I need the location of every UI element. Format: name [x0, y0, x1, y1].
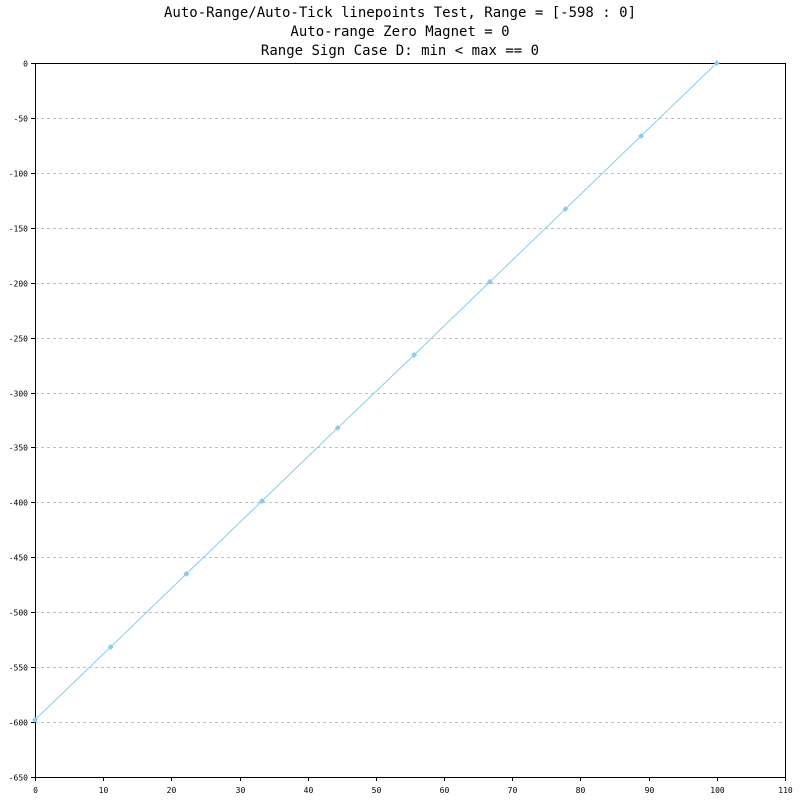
y-tick-label: -100: [9, 170, 28, 179]
x-tick-label: 90: [645, 786, 655, 795]
y-tick-label: -250: [9, 335, 28, 344]
y-tick-label: -200: [9, 280, 28, 289]
chart-title-line-1: Auto-Range/Auto-Tick linepoints Test, Ra…: [163, 5, 636, 21]
x-tick-label: 20: [167, 786, 177, 795]
x-tick-label: 110: [778, 786, 793, 795]
x-tick-label: 40: [304, 786, 314, 795]
y-tick-label: -600: [9, 719, 28, 728]
y-tick-label: -400: [9, 499, 28, 508]
y-tick-label: 0: [23, 60, 28, 69]
data-point-marker: [183, 570, 190, 577]
y-tick-label: -650: [9, 774, 28, 783]
x-tick-label: 0: [33, 786, 38, 795]
data-point-marker: [638, 132, 645, 139]
y-tick-label: -450: [9, 554, 28, 563]
data-point-marker: [411, 351, 418, 358]
x-tick-label: 30: [236, 786, 246, 795]
plot-frame: [35, 63, 786, 778]
series-line: [34, 62, 718, 721]
y-tick-label: -50: [14, 115, 29, 124]
y-tick-label: -300: [9, 390, 28, 399]
chart-title-line-2: Auto-range Zero Magnet = 0: [290, 24, 510, 40]
y-tick-label: -350: [9, 444, 28, 453]
x-tick-label: 50: [372, 786, 382, 795]
x-tick-label: 100: [710, 786, 725, 795]
data-point-marker: [486, 278, 493, 285]
data-point-marker: [562, 205, 569, 212]
data-point-marker: [259, 497, 266, 504]
x-tick-label: 80: [576, 786, 586, 795]
x-tick-label: 70: [508, 786, 518, 795]
y-tick-label: -550: [9, 664, 28, 673]
y-tick-label: -500: [9, 609, 28, 618]
data-point-marker: [334, 424, 341, 431]
chart-title-line-3: Range Sign Case D: min < max == 0: [260, 43, 540, 59]
data-point-marker: [107, 643, 114, 650]
data-point-marker: [32, 716, 38, 723]
data-point-marker: [713, 60, 720, 66]
x-tick-label: 60: [440, 786, 450, 795]
y-tick-label: -150: [9, 225, 28, 234]
x-tick-label: 10: [99, 786, 109, 795]
